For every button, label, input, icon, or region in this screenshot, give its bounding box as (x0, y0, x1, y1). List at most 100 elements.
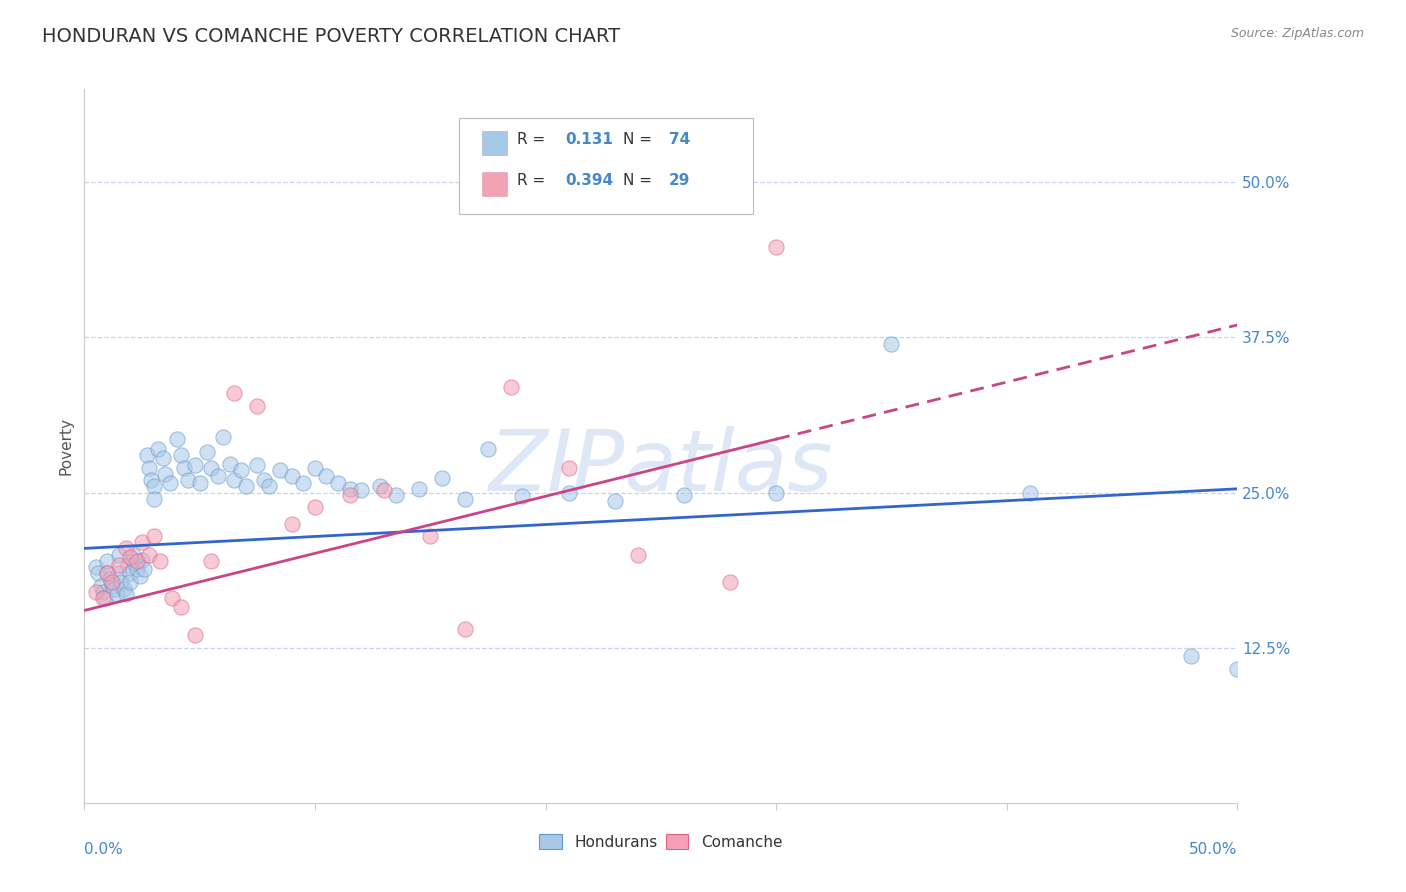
Point (94, 591, 117, 605)
Point (153, 467, 176, 481)
Point (120, 566, 142, 581)
Point (246, 399, 269, 413)
Point (142, 529, 165, 543)
Point (281, 469, 304, 483)
Point (96, 566, 118, 581)
Point (188, 475, 211, 490)
Point (127, 554, 149, 568)
Point (1226, 662, 1249, 676)
Point (141, 473, 163, 487)
Point (138, 548, 160, 562)
Point (384, 488, 406, 502)
Point (146, 442, 169, 456)
Point (253, 473, 276, 487)
Point (373, 483, 395, 497)
Point (108, 548, 131, 562)
Point (177, 473, 200, 487)
Text: Source: ZipAtlas.com: Source: ZipAtlas.com (1230, 27, 1364, 40)
Point (87, 566, 110, 581)
Point (627, 548, 650, 562)
Point (184, 458, 207, 473)
Point (281, 516, 304, 531)
Point (124, 556, 146, 570)
Text: 0.394: 0.394 (565, 173, 613, 188)
Point (166, 432, 188, 446)
Point (419, 529, 441, 543)
Point (128, 568, 150, 582)
Point (108, 558, 131, 572)
Point (499, 380, 522, 394)
Point (142, 491, 165, 506)
Point (121, 548, 143, 562)
Point (246, 458, 269, 473)
Point (152, 450, 174, 465)
Text: N =: N = (623, 173, 657, 188)
Point (315, 469, 337, 483)
Point (173, 460, 195, 475)
Point (1018, 485, 1040, 500)
Point (235, 479, 257, 493)
Point (110, 574, 132, 589)
Point (211, 430, 233, 444)
Text: 29: 29 (669, 173, 690, 188)
Point (184, 628, 207, 642)
Point (718, 574, 741, 589)
Text: R =: R = (517, 132, 550, 147)
Text: 0.0%: 0.0% (84, 842, 124, 857)
Text: 50.0%: 50.0% (1189, 842, 1237, 857)
Point (512, 489, 534, 503)
Point (672, 488, 695, 502)
Point (557, 485, 579, 500)
Point (557, 460, 579, 475)
Legend: Hondurans, Comanche: Hondurans, Comanche (533, 828, 789, 855)
Point (430, 470, 453, 484)
Point (350, 483, 373, 497)
Point (138, 460, 160, 475)
Text: 74: 74 (669, 132, 690, 147)
Point (292, 475, 315, 490)
Point (101, 574, 124, 589)
Point (269, 463, 291, 477)
Point (257, 479, 280, 493)
Point (231, 463, 253, 477)
Point (765, 485, 787, 500)
Point (304, 460, 326, 475)
FancyBboxPatch shape (460, 118, 754, 214)
Point (170, 599, 193, 614)
Point (134, 562, 156, 576)
Point (101, 579, 124, 593)
Point (120, 574, 142, 589)
Point (112, 582, 135, 597)
Point (170, 448, 193, 462)
Point (224, 473, 246, 487)
Point (115, 541, 138, 556)
Point (454, 491, 477, 506)
Point (103, 582, 125, 597)
Point (207, 469, 229, 483)
Point (89, 579, 111, 593)
Point (91, 584, 114, 599)
Point (477, 442, 499, 456)
Point (408, 482, 430, 496)
Text: ZIPatlas: ZIPatlas (489, 425, 832, 509)
Point (105, 587, 128, 601)
Point (339, 488, 361, 502)
Point (326, 475, 349, 490)
Point (454, 622, 477, 636)
Point (127, 562, 149, 576)
Text: HONDURAN VS COMANCHE POVERTY CORRELATION CHART: HONDURAN VS COMANCHE POVERTY CORRELATION… (42, 27, 620, 45)
Point (135, 448, 157, 462)
FancyBboxPatch shape (482, 131, 508, 155)
FancyBboxPatch shape (482, 172, 508, 196)
Y-axis label: Poverty: Poverty (58, 417, 73, 475)
Point (96, 554, 118, 568)
Point (84, 584, 107, 599)
Point (108, 566, 131, 581)
Point (142, 479, 165, 493)
Point (368, 479, 391, 493)
Text: N =: N = (623, 132, 657, 147)
Point (200, 554, 222, 568)
Point (304, 500, 326, 515)
Point (149, 554, 172, 568)
Point (131, 535, 153, 549)
